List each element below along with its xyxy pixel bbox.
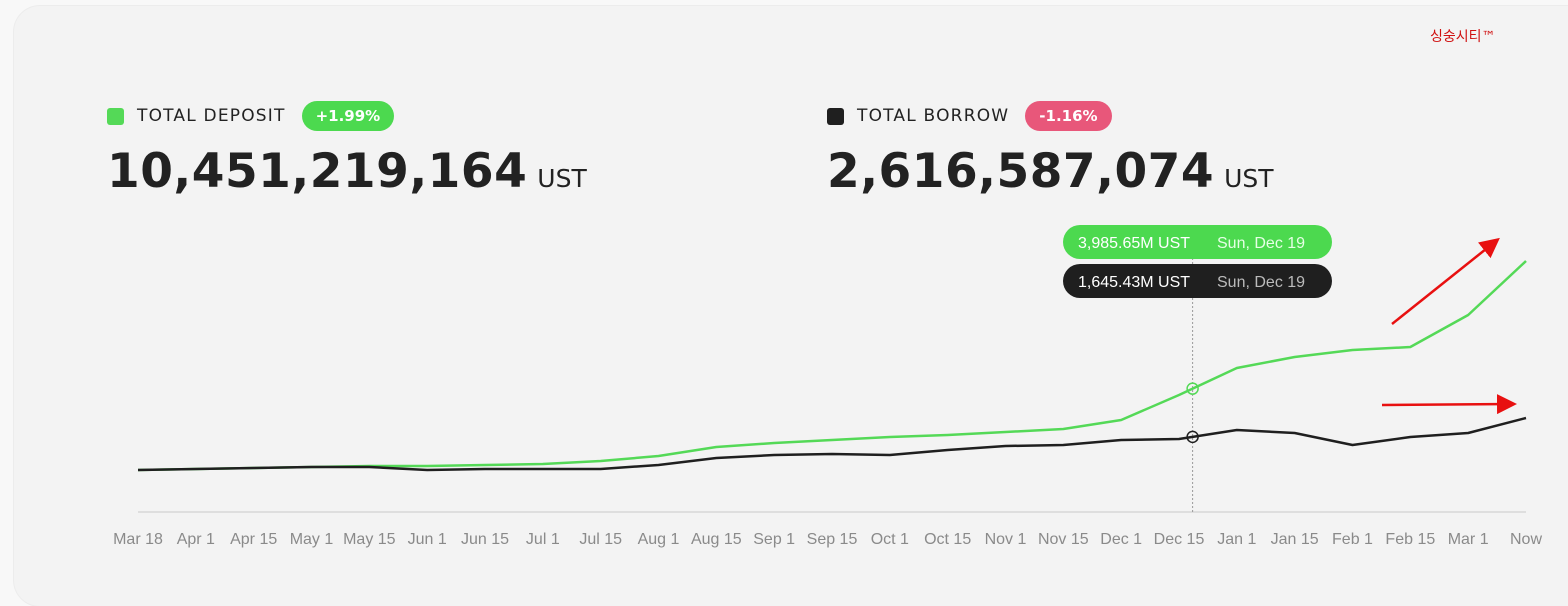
watermark: 싱숭시티™ (1430, 29, 1496, 45)
x-tick-label: Apr 1 (177, 531, 215, 548)
x-tick-label: Nov 15 (1038, 531, 1089, 548)
x-tick-label: Mar 18 (113, 531, 163, 548)
x-tick-label: Aug 15 (691, 531, 742, 548)
x-tick-label: Apr 15 (230, 531, 277, 548)
chart: 3,985.65M UST Sun, Dec 19 1,645.43M UST … (113, 225, 1542, 548)
deposit-stat: TOTAL DEPOSIT +1.99% 10,451,219,164 UST (107, 100, 587, 199)
tooltip-value: 1,645.43M UST (1078, 274, 1190, 291)
deposit-amount: 10,451,219,164 (107, 144, 528, 199)
x-tick-label: Jul 15 (579, 531, 622, 548)
x-tick-label: Feb 1 (1332, 531, 1373, 548)
borrow-change: -1.16% (1025, 101, 1112, 131)
x-tick-label: Sep 1 (753, 531, 795, 548)
x-tick-label: Jun 1 (408, 531, 447, 548)
x-tick-label: Jan 1 (1217, 531, 1256, 548)
x-tick-label: Feb 15 (1385, 531, 1435, 548)
x-tick-label: Sep 15 (807, 531, 858, 548)
x-tick-label: Jun 15 (461, 531, 509, 548)
x-tick-label: Aug 1 (638, 531, 680, 548)
annotation-arrow (1381, 394, 1517, 415)
page: {"watermark": "싱숭시티™", "deposit": {"labe… (107, 29, 1543, 548)
hover-marker (1186, 430, 1199, 444)
annotation-arrow (1391, 237, 1500, 325)
tooltip-date: Sun, Dec 19 (1217, 235, 1305, 252)
x-tick-label: Nov 1 (985, 531, 1027, 548)
tooltip-value: 3,985.65M UST (1078, 235, 1190, 252)
x-tick-label: Jan 15 (1271, 531, 1319, 548)
x-tick-label: May 15 (343, 531, 396, 548)
x-tick-label: Dec 1 (1100, 531, 1142, 548)
borrow-amount: 2,616,587,074 (827, 144, 1215, 199)
borrow-unit: UST (1224, 164, 1274, 193)
x-tick-label: Oct 1 (871, 531, 909, 548)
x-tick-label: Now (1510, 531, 1542, 548)
borrow-stat: TOTAL BORROW -1.16% 2,616,587,074 UST (827, 100, 1274, 199)
series-line (137, 416, 1527, 472)
deposit-unit: UST (537, 164, 587, 193)
tooltip: 3,985.65M UST Sun, Dec 19 1,645.43M UST … (1063, 225, 1332, 298)
x-tick-label: Jul 1 (526, 531, 560, 548)
x-tick-label: Dec 15 (1154, 531, 1205, 548)
x-tick-label: Mar 1 (1448, 531, 1489, 548)
deposit-change: +1.99% (301, 101, 395, 131)
borrow-swatch (827, 107, 844, 125)
tooltip-date: Sun, Dec 19 (1217, 274, 1305, 291)
tooltip-box (1063, 264, 1332, 298)
tooltip-box (1063, 225, 1332, 259)
deposit-swatch (107, 107, 124, 125)
hover-marker (1186, 382, 1199, 395)
x-tick-label: Oct 15 (924, 531, 971, 548)
borrow-label: TOTAL BORROW (857, 106, 1010, 126)
card (14, 6, 1568, 606)
deposit-label: TOTAL DEPOSIT (137, 106, 286, 126)
x-tick-label: May 1 (290, 531, 334, 548)
